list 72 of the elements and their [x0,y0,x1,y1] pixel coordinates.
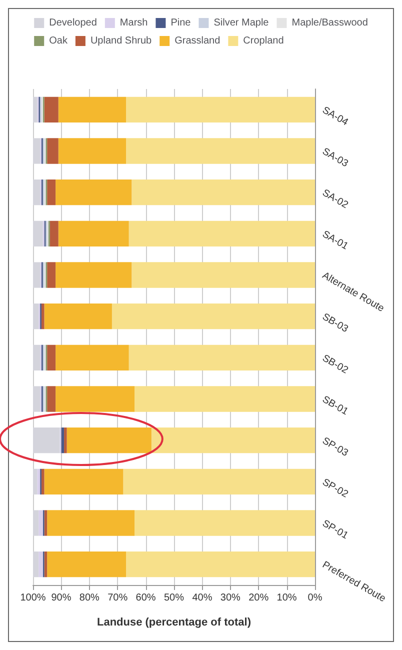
bar [58,220,129,246]
bar [47,552,126,578]
bar [33,552,39,578]
bar [128,220,315,246]
bar [128,344,315,370]
bar [33,386,40,412]
bar [44,304,112,330]
legend-label: Oak [49,36,68,46]
bar [47,386,56,412]
bar [41,304,44,330]
bar [33,344,40,370]
x-tick-label: 90% [51,592,72,604]
legend-label: Pine [170,18,192,28]
bar [64,428,67,454]
x-tick-label: 30% [220,592,241,604]
bar [33,220,43,246]
x-tick-label: 60% [136,592,156,604]
bar [38,552,43,578]
bar [33,428,60,454]
legend-label: Cropland [243,36,284,46]
x-tick-label: 100% [20,592,46,604]
bar [61,428,64,454]
bar [44,468,124,494]
x-axis-title: Landuse (percentage of total) [96,616,252,628]
bar [33,304,39,330]
bar [33,96,38,122]
bar [47,138,58,164]
legend-label: Marsh [120,18,148,28]
bar [33,468,38,494]
bar [47,510,135,536]
bar [44,510,48,536]
bar [151,428,315,454]
bar [44,96,58,122]
x-tick-label: 80% [79,592,100,604]
bar [132,180,315,206]
bar [41,468,44,494]
bar [126,138,315,164]
bar [58,96,126,122]
bar [33,262,40,288]
bar [134,510,315,536]
x-tick-label: 10% [276,592,297,604]
bar [66,428,152,454]
bar [50,220,58,246]
x-tick-label: 40% [192,592,212,604]
legend-label: Upland Shrub [90,36,152,46]
bar [56,180,132,206]
x-tick-label: 50% [164,592,184,604]
bar [47,262,56,288]
bar [37,468,40,494]
x-tick-label: 20% [248,592,269,604]
legend-label: Maple/Basswood [292,18,368,28]
bar [38,510,43,536]
bar [112,304,315,330]
bar [47,180,56,206]
bar [58,138,126,164]
bar [126,552,315,578]
bar [47,344,56,370]
bar [33,180,40,206]
bar [132,262,315,288]
bar [33,510,39,536]
legend-label: Silver Maple [214,18,270,28]
bar [56,344,129,370]
legend-label: Developed [49,18,97,28]
bar [123,468,315,494]
legend-label: Grassland [174,36,220,46]
bar [33,138,40,164]
x-tick-label: 0% [308,592,322,604]
bar [134,386,315,412]
bar [126,96,315,122]
x-tick-label: 70% [108,592,128,604]
bar [56,262,132,288]
bar [56,386,135,412]
